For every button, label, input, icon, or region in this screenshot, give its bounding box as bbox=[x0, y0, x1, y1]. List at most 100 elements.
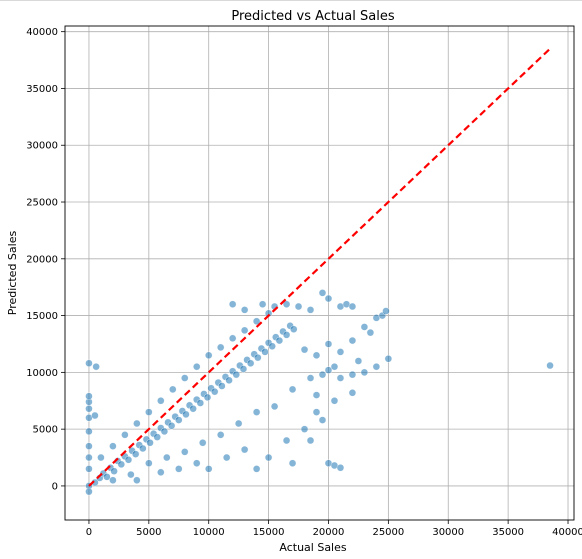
scatter-point bbox=[109, 476, 117, 484]
scatter-point bbox=[189, 405, 197, 413]
scatter-point bbox=[330, 397, 339, 405]
scatter-point bbox=[252, 465, 261, 473]
scatter-point bbox=[290, 325, 298, 333]
scatter-point bbox=[372, 362, 381, 371]
scatter-point bbox=[300, 345, 309, 354]
scatter-point bbox=[354, 357, 363, 365]
top-border-line bbox=[0, 0, 582, 1]
scatter-point bbox=[203, 393, 212, 402]
scatter-point bbox=[254, 353, 262, 362]
x-tick-label: 20000 bbox=[313, 527, 345, 538]
x-axis-label: Actual Sales bbox=[279, 541, 347, 554]
scatter-point bbox=[103, 473, 111, 481]
scatter-point bbox=[85, 465, 93, 473]
x-tick-label: 5000 bbox=[136, 527, 161, 538]
scatter-point bbox=[157, 468, 165, 477]
scatter-point bbox=[205, 351, 213, 360]
scatter-point bbox=[131, 450, 140, 458]
scatter-point bbox=[288, 459, 297, 467]
scatter-point bbox=[294, 302, 303, 311]
scatter-point bbox=[110, 467, 118, 475]
y-tick-label: 0 bbox=[52, 481, 58, 492]
scatter-point bbox=[225, 376, 233, 385]
scatter-point bbox=[146, 439, 154, 447]
scatter-point bbox=[182, 410, 190, 419]
chart-title: Predicted vs Actual Sales bbox=[231, 9, 394, 24]
scatter-point bbox=[366, 328, 375, 337]
x-tick-label: 0 bbox=[86, 527, 92, 538]
y-tick-label: 25000 bbox=[26, 198, 58, 209]
scatter-point bbox=[282, 436, 291, 445]
scatter-point bbox=[167, 422, 176, 430]
scatter-point bbox=[360, 368, 369, 377]
scatter-point bbox=[193, 362, 201, 371]
scatter-point bbox=[330, 362, 339, 371]
scatter-point bbox=[85, 359, 93, 367]
scatter-point bbox=[157, 397, 165, 405]
scatter-point bbox=[312, 351, 321, 360]
scatter-point bbox=[360, 323, 369, 331]
scatter-point bbox=[181, 374, 189, 382]
scatter-point bbox=[318, 416, 327, 424]
scatter-point bbox=[300, 425, 309, 433]
scatter-point bbox=[324, 340, 333, 348]
scatter-point bbox=[85, 487, 93, 496]
scatter-point bbox=[91, 411, 99, 420]
scatter-point bbox=[145, 459, 153, 467]
x-tick-label: 30000 bbox=[432, 527, 464, 538]
scatter-point bbox=[348, 389, 357, 397]
scatter-point bbox=[124, 456, 133, 464]
scatter-point bbox=[318, 370, 327, 379]
y-tick-label: 10000 bbox=[26, 368, 58, 379]
scatter-point bbox=[163, 453, 171, 462]
x-tick-label: 10000 bbox=[193, 527, 225, 538]
scatter-point bbox=[382, 307, 390, 315]
x-axis-ticks: 0 5000 10000 15000 20000 25000 30000 35000 40000 bbox=[86, 520, 582, 538]
scatter-point bbox=[318, 289, 327, 297]
scatter-point bbox=[205, 465, 213, 473]
scatter-point bbox=[261, 348, 269, 356]
y-tick-label: 20000 bbox=[26, 254, 58, 265]
scatter-point bbox=[85, 427, 93, 436]
scatter-point bbox=[109, 442, 117, 450]
scatter-point bbox=[252, 408, 261, 416]
scatter-point bbox=[275, 336, 284, 345]
reference-line bbox=[88, 47, 551, 487]
scatter-point bbox=[181, 448, 189, 456]
y-tick-label: 5000 bbox=[33, 425, 58, 436]
scatter-point bbox=[282, 331, 291, 339]
scatter-point bbox=[117, 460, 125, 469]
scatter-point bbox=[312, 391, 321, 399]
scatter-point bbox=[121, 431, 129, 439]
scatter-point bbox=[92, 362, 100, 371]
x-tick-label: 35000 bbox=[492, 527, 524, 538]
scatter-point bbox=[312, 408, 321, 416]
scatter-point bbox=[153, 433, 161, 441]
y-axis-label: Predicted Sales bbox=[6, 231, 19, 316]
scatter-point bbox=[222, 453, 231, 462]
scatter-point bbox=[324, 366, 333, 374]
scatter-point bbox=[306, 374, 315, 382]
scatter-point bbox=[268, 342, 276, 350]
scatter-point bbox=[252, 317, 261, 325]
scatter-point bbox=[288, 385, 297, 394]
scatter-point bbox=[348, 302, 357, 311]
scatter-points bbox=[85, 289, 554, 496]
scatter-point bbox=[240, 306, 249, 314]
scatter-point bbox=[270, 402, 279, 411]
scatter-point bbox=[196, 399, 205, 407]
scatter-point bbox=[139, 444, 147, 453]
scatter-point bbox=[216, 431, 225, 439]
scatter-point bbox=[218, 382, 226, 390]
scatter-point bbox=[160, 427, 169, 436]
scatter-point bbox=[239, 365, 248, 373]
scatter-point bbox=[175, 416, 183, 424]
scatter-point bbox=[232, 370, 240, 379]
scatter-point bbox=[85, 453, 93, 462]
scatter-point bbox=[85, 392, 93, 400]
scatter-point bbox=[199, 439, 207, 447]
y-tick-label: 35000 bbox=[26, 84, 58, 95]
plot-area bbox=[65, 26, 574, 520]
scatter-point bbox=[246, 359, 255, 367]
scatter-point bbox=[264, 453, 273, 462]
